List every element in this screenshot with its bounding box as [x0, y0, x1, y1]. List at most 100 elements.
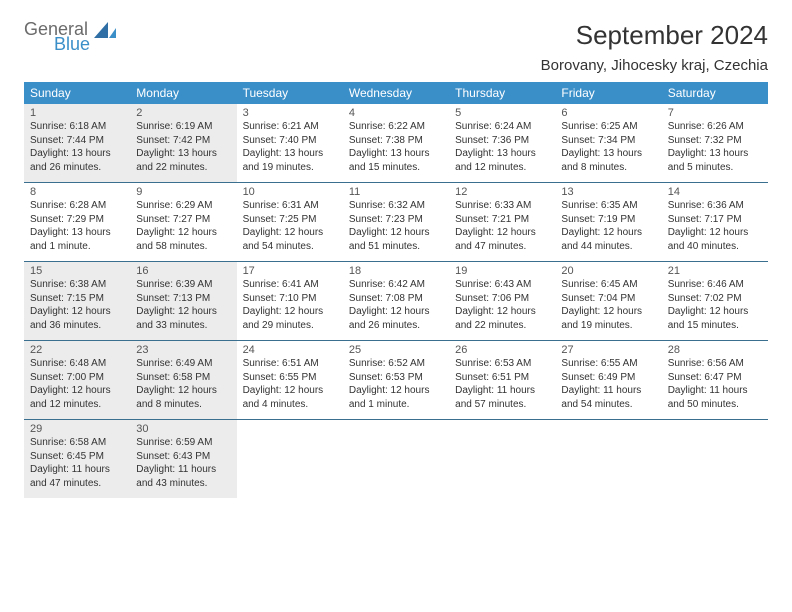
day-number: 11 — [349, 186, 443, 198]
day-sunset: Sunset: 7:21 PM — [455, 213, 549, 227]
day-cell: 4Sunrise: 6:22 AMSunset: 7:38 PMDaylight… — [343, 104, 449, 182]
day-cell: 1Sunrise: 6:18 AMSunset: 7:44 PMDaylight… — [24, 104, 130, 182]
day-sunset: Sunset: 7:15 PM — [30, 292, 124, 306]
day-daylight2: and 4 minutes. — [243, 398, 337, 412]
weekday-header: Monday — [130, 82, 236, 104]
day-cell: 7Sunrise: 6:26 AMSunset: 7:32 PMDaylight… — [662, 104, 768, 182]
day-sunrise: Sunrise: 6:42 AM — [349, 278, 443, 292]
day-daylight2: and 47 minutes. — [455, 240, 549, 254]
day-number: 30 — [136, 423, 230, 435]
day-cell — [237, 420, 343, 498]
day-cell: 10Sunrise: 6:31 AMSunset: 7:25 PMDayligh… — [237, 183, 343, 261]
day-daylight1: Daylight: 12 hours — [349, 384, 443, 398]
day-sunset: Sunset: 7:32 PM — [668, 134, 762, 148]
day-sunrise: Sunrise: 6:21 AM — [243, 120, 337, 134]
day-daylight1: Daylight: 12 hours — [455, 305, 549, 319]
day-number: 25 — [349, 344, 443, 356]
day-sunrise: Sunrise: 6:58 AM — [30, 436, 124, 450]
day-daylight1: Daylight: 12 hours — [561, 226, 655, 240]
day-daylight1: Daylight: 13 hours — [243, 147, 337, 161]
day-number: 6 — [561, 107, 655, 119]
day-sunrise: Sunrise: 6:33 AM — [455, 199, 549, 213]
day-cell: 27Sunrise: 6:55 AMSunset: 6:49 PMDayligh… — [555, 341, 661, 419]
day-sunrise: Sunrise: 6:48 AM — [30, 357, 124, 371]
weekday-header: Thursday — [449, 82, 555, 104]
week-row: 22Sunrise: 6:48 AMSunset: 7:00 PMDayligh… — [24, 341, 768, 420]
day-cell: 15Sunrise: 6:38 AMSunset: 7:15 PMDayligh… — [24, 262, 130, 340]
day-daylight1: Daylight: 13 hours — [668, 147, 762, 161]
calendar: SundayMondayTuesdayWednesdayThursdayFrid… — [24, 82, 768, 498]
day-sunrise: Sunrise: 6:36 AM — [668, 199, 762, 213]
weekday-header: Saturday — [662, 82, 768, 104]
day-number: 2 — [136, 107, 230, 119]
day-daylight2: and 51 minutes. — [349, 240, 443, 254]
day-daylight2: and 12 minutes. — [455, 161, 549, 175]
day-sunrise: Sunrise: 6:26 AM — [668, 120, 762, 134]
day-sunset: Sunset: 7:27 PM — [136, 213, 230, 227]
day-daylight1: Daylight: 12 hours — [136, 226, 230, 240]
day-cell: 30Sunrise: 6:59 AMSunset: 6:43 PMDayligh… — [130, 420, 236, 498]
day-daylight1: Daylight: 12 hours — [243, 226, 337, 240]
day-sunset: Sunset: 7:38 PM — [349, 134, 443, 148]
day-daylight2: and 5 minutes. — [668, 161, 762, 175]
day-daylight1: Daylight: 12 hours — [30, 305, 124, 319]
day-daylight1: Daylight: 13 hours — [30, 147, 124, 161]
day-daylight1: Daylight: 12 hours — [349, 305, 443, 319]
day-sunrise: Sunrise: 6:38 AM — [30, 278, 124, 292]
title-block: September 2024 Borovany, Jihocesky kraj,… — [541, 20, 768, 74]
day-daylight1: Daylight: 12 hours — [243, 384, 337, 398]
day-daylight2: and 19 minutes. — [243, 161, 337, 175]
day-number: 13 — [561, 186, 655, 198]
day-cell: 28Sunrise: 6:56 AMSunset: 6:47 PMDayligh… — [662, 341, 768, 419]
day-sunrise: Sunrise: 6:25 AM — [561, 120, 655, 134]
day-sunset: Sunset: 6:49 PM — [561, 371, 655, 385]
location: Borovany, Jihocesky kraj, Czechia — [541, 57, 768, 74]
day-cell: 20Sunrise: 6:45 AMSunset: 7:04 PMDayligh… — [555, 262, 661, 340]
weekday-header: Wednesday — [343, 82, 449, 104]
day-cell: 22Sunrise: 6:48 AMSunset: 7:00 PMDayligh… — [24, 341, 130, 419]
day-number: 9 — [136, 186, 230, 198]
logo-text: General Blue — [24, 20, 90, 53]
day-number: 29 — [30, 423, 124, 435]
day-number: 19 — [455, 265, 549, 277]
day-daylight2: and 54 minutes. — [561, 398, 655, 412]
day-cell: 9Sunrise: 6:29 AMSunset: 7:27 PMDaylight… — [130, 183, 236, 261]
week-row: 15Sunrise: 6:38 AMSunset: 7:15 PMDayligh… — [24, 262, 768, 341]
day-number: 16 — [136, 265, 230, 277]
weekday-header: Tuesday — [237, 82, 343, 104]
day-sunset: Sunset: 7:42 PM — [136, 134, 230, 148]
day-sunrise: Sunrise: 6:28 AM — [30, 199, 124, 213]
day-daylight1: Daylight: 12 hours — [243, 305, 337, 319]
day-sunrise: Sunrise: 6:53 AM — [455, 357, 549, 371]
day-cell: 16Sunrise: 6:39 AMSunset: 7:13 PMDayligh… — [130, 262, 236, 340]
day-daylight1: Daylight: 11 hours — [561, 384, 655, 398]
day-sunrise: Sunrise: 6:56 AM — [668, 357, 762, 371]
week-row: 8Sunrise: 6:28 AMSunset: 7:29 PMDaylight… — [24, 183, 768, 262]
day-sunset: Sunset: 7:04 PM — [561, 292, 655, 306]
day-cell: 5Sunrise: 6:24 AMSunset: 7:36 PMDaylight… — [449, 104, 555, 182]
day-sunrise: Sunrise: 6:59 AM — [136, 436, 230, 450]
day-number: 1 — [30, 107, 124, 119]
day-daylight1: Daylight: 11 hours — [455, 384, 549, 398]
day-cell: 12Sunrise: 6:33 AMSunset: 7:21 PMDayligh… — [449, 183, 555, 261]
day-number: 7 — [668, 107, 762, 119]
day-sunset: Sunset: 6:47 PM — [668, 371, 762, 385]
logo-sail-icon — [94, 22, 116, 45]
day-sunset: Sunset: 6:53 PM — [349, 371, 443, 385]
day-daylight2: and 8 minutes. — [561, 161, 655, 175]
day-sunrise: Sunrise: 6:31 AM — [243, 199, 337, 213]
day-daylight2: and 1 minute. — [30, 240, 124, 254]
day-sunrise: Sunrise: 6:41 AM — [243, 278, 337, 292]
day-daylight2: and 22 minutes. — [136, 161, 230, 175]
day-daylight2: and 26 minutes. — [30, 161, 124, 175]
day-sunrise: Sunrise: 6:39 AM — [136, 278, 230, 292]
day-daylight2: and 8 minutes. — [136, 398, 230, 412]
day-cell — [555, 420, 661, 498]
day-sunset: Sunset: 7:00 PM — [30, 371, 124, 385]
day-cell: 19Sunrise: 6:43 AMSunset: 7:06 PMDayligh… — [449, 262, 555, 340]
day-daylight1: Daylight: 12 hours — [349, 226, 443, 240]
day-daylight2: and 43 minutes. — [136, 477, 230, 491]
day-sunset: Sunset: 7:23 PM — [349, 213, 443, 227]
day-sunrise: Sunrise: 6:35 AM — [561, 199, 655, 213]
day-daylight1: Daylight: 11 hours — [136, 463, 230, 477]
